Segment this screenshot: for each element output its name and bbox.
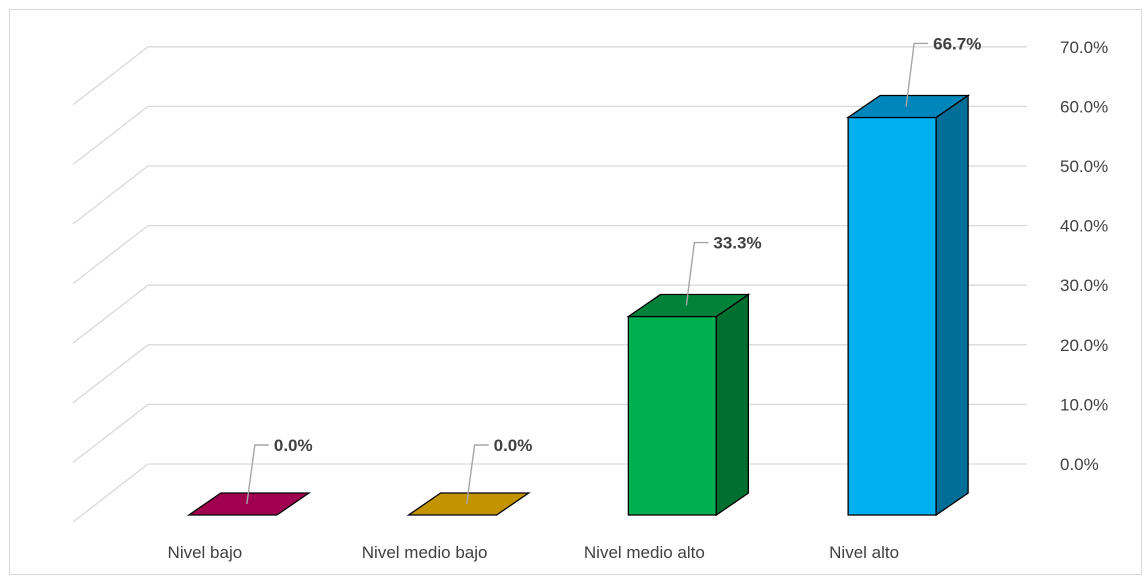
chart-area: 0.0% 10.0% 20.0% 30.0% 40.0% 50.0% 60.0% 70.0% 0… — [9, 9, 1142, 575]
y-tick-label: 0.0% — [1060, 455, 1099, 474]
gridline-diagonal — [72, 225, 149, 285]
data-label: 0.0% — [494, 436, 533, 455]
data-label: 66.7% — [933, 34, 981, 53]
gridline-diagonal — [72, 403, 149, 463]
bar-front — [847, 116, 937, 516]
bar-nivel-alto — [846, 94, 971, 517]
x-category-label: Nivel bajo — [168, 543, 243, 562]
gridline-diagonal — [72, 463, 149, 523]
bar-top — [846, 94, 971, 119]
bar-side — [935, 94, 969, 517]
x-category-label: Nivel medio alto — [584, 543, 705, 562]
x-category-label: Nivel alto — [829, 543, 899, 562]
bar-chart-3d: 0.0% 10.0% 20.0% 30.0% 40.0% 50.0% 60.0% 70.0% 0… — [72, 34, 1109, 562]
leader-line — [465, 444, 489, 505]
leader-line — [246, 444, 269, 505]
y-tick-label: 10.0% — [1060, 395, 1108, 414]
gridline-diagonal — [72, 284, 149, 344]
y-tick-label: 20.0% — [1060, 336, 1108, 355]
bar-top — [406, 492, 531, 516]
gridline-diagonal — [72, 344, 149, 404]
bar-nivel-medio-bajo — [406, 492, 531, 516]
bar-front — [627, 315, 718, 516]
gridline-diagonal — [72, 46, 149, 106]
gridline-diagonal — [72, 165, 149, 225]
y-tick-label: 70.0% — [1060, 38, 1108, 57]
y-tick-label: 50.0% — [1060, 157, 1108, 176]
leader-line — [685, 241, 709, 306]
bar-top — [626, 293, 751, 318]
y-tick-label: 40.0% — [1060, 217, 1108, 236]
leader-line — [905, 42, 929, 107]
bar-side — [715, 293, 750, 517]
x-category-label: Nivel medio bajo — [362, 543, 488, 562]
bar-nivel-medio-alto — [626, 293, 751, 517]
bars — [186, 94, 971, 517]
gridline-diagonal — [72, 105, 149, 165]
data-label: 33.3% — [713, 234, 761, 253]
labels: 0.0% 10.0% 20.0% 30.0% 40.0% 50.0% 60.0% 70.0% 0… — [168, 34, 1109, 562]
data-label: 0.0% — [274, 436, 313, 455]
bar-top — [186, 492, 311, 516]
bar-nivel-bajo — [186, 492, 311, 516]
y-tick-label: 30.0% — [1060, 276, 1108, 295]
y-tick-label: 60.0% — [1060, 97, 1108, 116]
